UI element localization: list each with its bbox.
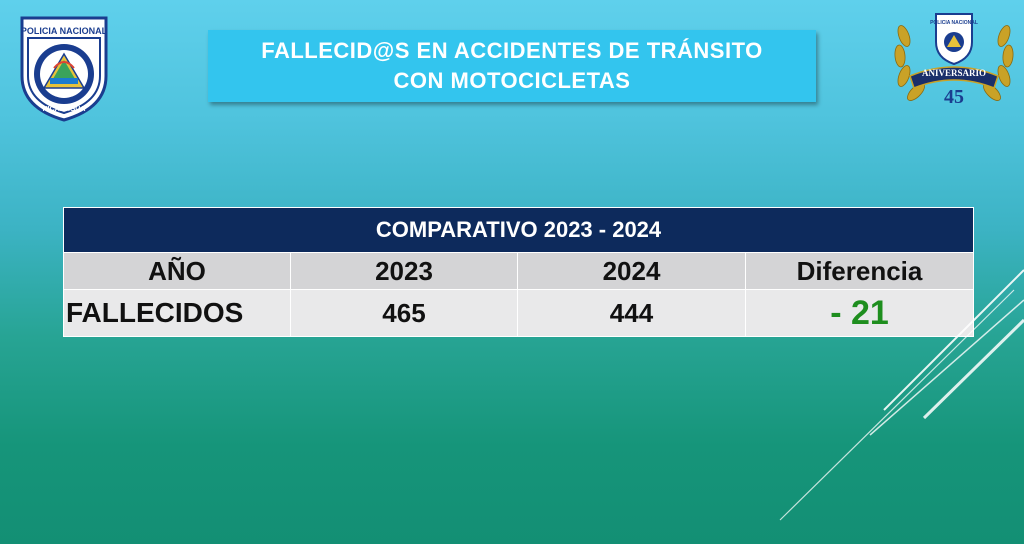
column-header-2024: 2024 [517, 252, 746, 290]
comparison-table: COMPARATIVO 2023 - 2024 AÑO 2023 2024 Di… [62, 207, 975, 337]
value-2024: 444 [517, 289, 746, 337]
title-line-2: CON MOTOCICLETAS [393, 68, 631, 93]
aniversario-ribbon-text: ANIVERSARIO [921, 68, 986, 78]
decorative-lines [779, 269, 1024, 521]
table-row: FALLECIDOS 465 444 - 21 [63, 289, 975, 337]
column-header-ano: AÑO [63, 252, 291, 290]
column-header-diferencia: Diferencia [744, 252, 975, 290]
page-title: FALLECID@S EN ACCIDENTES DE TRÁNSITO CON… [208, 30, 816, 102]
logo-left-bottom-text: NICARAGUA [42, 106, 86, 113]
logo-left-top-text: POLICIA NACIONAL [20, 26, 108, 36]
aniversario-logo: POLICIA NACIONAL ANIVERSARIO 45 [890, 6, 1018, 114]
difference-value: - 21 [830, 293, 889, 332]
value-diferencia: - 21 [744, 289, 975, 337]
column-header-2023: 2023 [290, 252, 518, 290]
title-line-1: FALLECID@S EN ACCIDENTES DE TRÁNSITO [261, 38, 763, 63]
value-2023: 465 [290, 289, 518, 337]
table-header: COMPARATIVO 2023 - 2024 [62, 207, 975, 253]
policia-nacional-logo: POLICIA NACIONAL NICARAGUA [16, 12, 112, 122]
row-label-fallecidos: FALLECIDOS [63, 289, 291, 337]
aniversario-number: 45 [944, 86, 964, 108]
logo-right-top-text: POLICIA NACIONAL [930, 20, 978, 26]
table-column-header-row: AÑO 2023 2024 Diferencia [63, 252, 975, 290]
